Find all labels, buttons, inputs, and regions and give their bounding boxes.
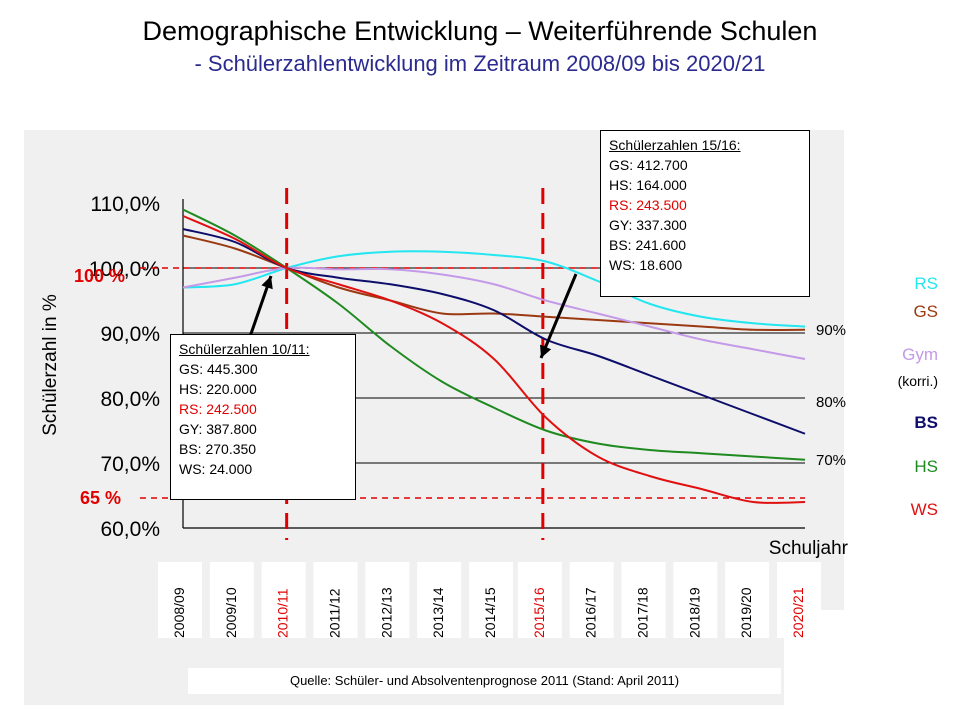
x-tick-label: 2010/11 — [275, 588, 291, 638]
annotation-line: RS: 243.500 — [609, 197, 687, 213]
x-tick-label: 2011/12 — [327, 588, 343, 638]
category-tile — [313, 562, 358, 638]
chart-title: Demographische Entwicklung – Weiterführe… — [142, 16, 818, 46]
right-percent-70: 70% — [816, 452, 847, 469]
x-category-labels: 2008/09 2009/10 2010/11 2011/12 2012/13 2013/… — [158, 562, 821, 638]
legend-ws: WS — [910, 500, 938, 519]
x-tick-label: 2008/09 — [171, 587, 187, 638]
annotation-box-1011: Schülerzahlen 10/11: GS: 445.300 HS: 220… — [170, 334, 356, 500]
x-tick-label: 2015/16 — [531, 587, 547, 638]
annotation-line: BS: 270.350 — [179, 441, 257, 457]
y-tick-label: 110,0% — [90, 193, 160, 216]
category-tile — [261, 562, 306, 638]
legend-gym: Gym — [902, 345, 938, 364]
y-tick-label: 70,0% — [100, 453, 160, 476]
x-tick-label: 2017/18 — [635, 587, 651, 638]
right-percent-90: 90% — [816, 322, 847, 339]
ref-label-100: 100 % — [74, 266, 126, 286]
legend-gym-note: (korri.) — [897, 373, 938, 389]
category-tile — [365, 562, 410, 638]
y-tick-label: 90,0% — [100, 323, 160, 346]
series-line-ws — [182, 215, 806, 504]
annotation-heading: Schülerzahlen 10/11: — [179, 341, 310, 357]
legend: RS GS Gym (korri.) BS HS WS — [862, 270, 938, 530]
title-block: Demographische Entwicklung – Weiterführe… — [0, 14, 960, 80]
arrow-1011-head — [261, 276, 273, 290]
annotation-line: RS: 242.500 — [179, 401, 257, 417]
source-note: Quelle: Schüler- und Absolventenprognose… — [188, 668, 781, 694]
y-tick-label: 60,0% — [100, 518, 160, 541]
category-tile — [517, 562, 562, 638]
annotation-line: GY: 387.800 — [179, 421, 257, 437]
x-tick-label: 2009/10 — [223, 587, 239, 638]
category-tile — [621, 562, 666, 638]
category-tile — [569, 562, 614, 638]
annotation-line: HS: 220.000 — [179, 381, 257, 397]
annotation-line: GS: 412.700 — [609, 157, 688, 173]
annotation-line: BS: 241.600 — [609, 237, 687, 253]
annotation-line: HS: 164.000 — [609, 177, 687, 193]
legend-bs: BS — [914, 413, 938, 432]
y-tick-label: 80,0% — [100, 388, 160, 411]
annotation-line: WS: 24.000 — [179, 461, 253, 477]
chart-subtitle: - Schülerzahlentwicklung im Zeitraum 200… — [194, 51, 766, 76]
annotation-line: WS: 18.600 — [609, 257, 683, 273]
legend-gs: GS — [913, 302, 938, 321]
right-percent-80: 80% — [816, 394, 847, 411]
legend-rs: RS — [914, 274, 938, 293]
category-tile — [673, 562, 718, 638]
annotation-box-1516: Schülerzahlen 15/16: GS: 412.700 HS: 164… — [600, 130, 810, 297]
x-tick-label: 2020/21 — [790, 587, 806, 638]
arrow-1516-head — [540, 344, 552, 358]
legend-hs: HS — [914, 457, 938, 476]
category-tile — [158, 562, 202, 638]
series-lines — [182, 208, 806, 504]
category-tile — [209, 562, 254, 638]
category-tile — [469, 562, 513, 638]
annotation-line: GS: 445.300 — [179, 361, 258, 377]
x-axis-label: Schuljahr — [769, 538, 849, 559]
category-tile — [777, 562, 821, 638]
x-tick-label: 2013/14 — [430, 587, 446, 638]
annotation-heading: Schülerzahlen 15/16: — [609, 137, 741, 153]
y-axis-label: Schülerzahl in % — [40, 294, 61, 436]
category-tile — [725, 562, 770, 638]
y-tick-label: 100,0% — [89, 258, 160, 281]
ref-label-65: 65 % — [80, 488, 122, 508]
x-tick-label: 2012/13 — [378, 587, 394, 638]
x-tick-label: 2019/20 — [738, 587, 754, 638]
category-tile — [417, 562, 462, 638]
x-tick-label: 2014/15 — [482, 587, 498, 638]
y-tick-labels: 60,0% 70,0% 80,0% 90,0% 100,0% 110,0% — [89, 193, 160, 541]
annotation-line: GY: 337.300 — [609, 217, 687, 233]
x-tick-label: 2016/17 — [583, 587, 599, 638]
x-tick-label: 2018/19 — [686, 587, 702, 638]
arrow-1516 — [539, 273, 578, 359]
